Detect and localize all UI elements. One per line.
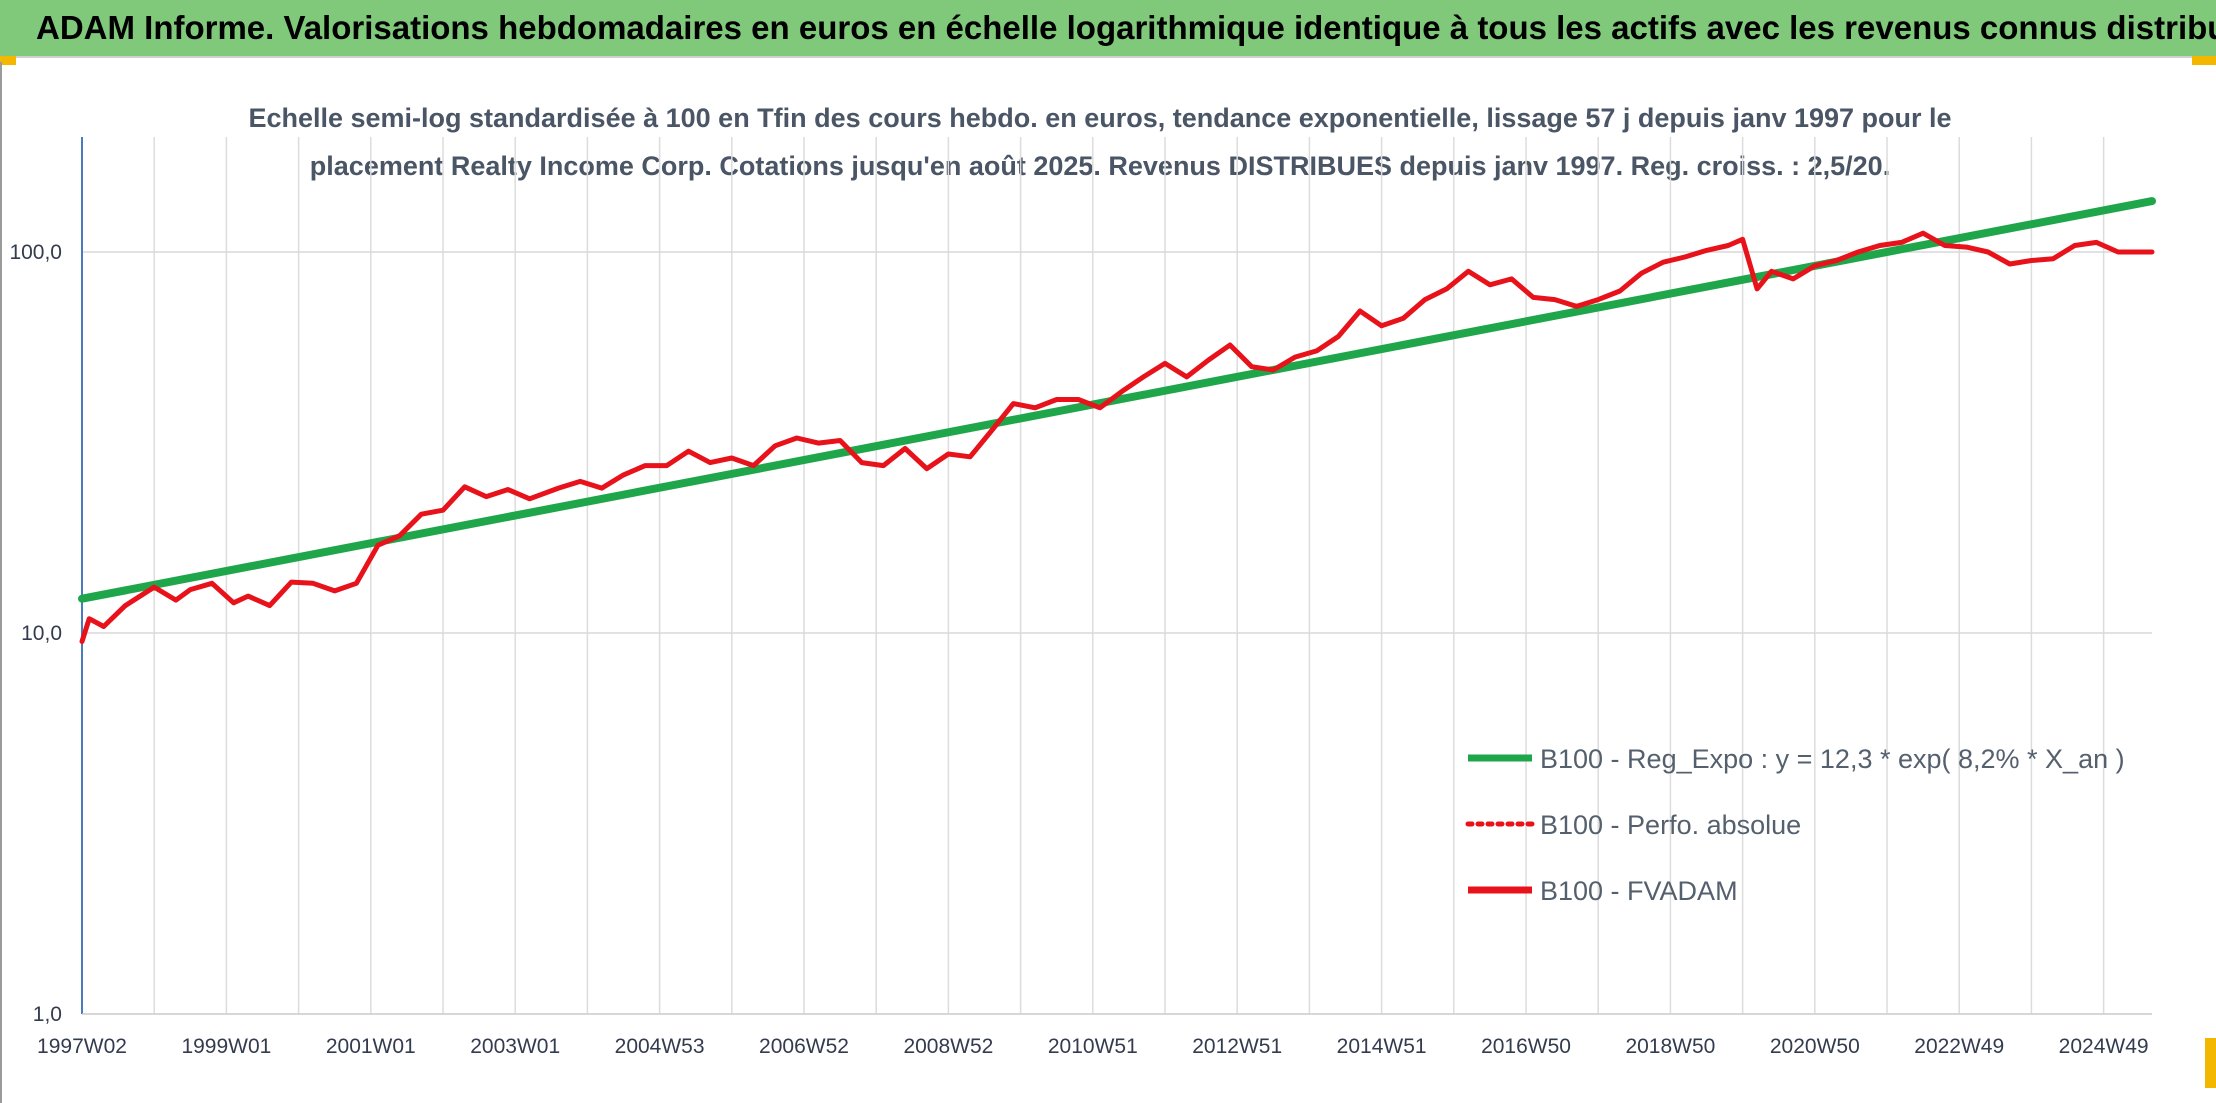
chart-frame (0, 62, 2216, 1103)
legend-label-2: B100 - FVADAM (1540, 876, 1738, 906)
corner-marker-bottom-right (2205, 1038, 2216, 1088)
y-tick-label: 1,0 (33, 1003, 62, 1026)
y-tick-label: 10,0 (21, 622, 62, 645)
corner-marker-right (2192, 56, 2216, 65)
x-tick-label: 2024W49 (2059, 1035, 2149, 1058)
legend-layer: B100 - Reg_Expo : y = 12,3 * exp( 8,2% *… (1465, 744, 2125, 906)
series-line-0 (78, 197, 2156, 603)
legend-label-0: B100 - Reg_Expo : y = 12,3 * exp( 8,2% *… (1540, 744, 2125, 774)
legend-label-1: B100 - Perfo. absolue (1540, 810, 1801, 840)
x-tick-label: 2018W50 (1625, 1035, 1715, 1058)
x-tick-label: 2012W51 (1192, 1035, 1282, 1058)
x-tick-label: 1999W01 (181, 1035, 271, 1058)
x-tick-label: 2016W50 (1481, 1035, 1571, 1058)
corner-marker-left (0, 56, 16, 65)
x-tick-label: 2004W53 (615, 1035, 705, 1058)
chart-title: Echelle semi-log standardisée à 100 en T… (200, 94, 2000, 190)
x-tick-label: 2006W52 (759, 1035, 849, 1058)
report-header: ADAM Informe. Valorisations hebdomadaire… (0, 0, 2216, 58)
chart-title-line-1: Echelle semi-log standardisée à 100 en T… (248, 103, 1952, 133)
grid-layer (81, 137, 2152, 1015)
x-tick-label: 2022W49 (1914, 1035, 2004, 1058)
x-tick-label: 2003W01 (470, 1035, 560, 1058)
axis-layer: 1,0 10,0 100,0 1997W02 1999W01 2001W01 2003W01… (9, 137, 2152, 1058)
x-tick-label: 1997W02 (37, 1035, 127, 1058)
y-tick-label: 100,0 (9, 241, 62, 264)
x-tick-label: 2020W50 (1770, 1035, 1860, 1058)
x-tick-label: 2001W01 (326, 1035, 416, 1058)
x-tick-label: 2008W52 (903, 1035, 993, 1058)
series-layer (78, 197, 2156, 644)
chart-title-line-2: placement Realty Income Corp. Cotations … (309, 151, 1891, 181)
report-title: ADAM Informe. Valorisations hebdomadaire… (36, 9, 2216, 46)
x-tick-label: 2014W51 (1337, 1035, 1427, 1058)
series-line-2 (79, 230, 2155, 644)
x-tick-label: 2010W51 (1048, 1035, 1138, 1058)
